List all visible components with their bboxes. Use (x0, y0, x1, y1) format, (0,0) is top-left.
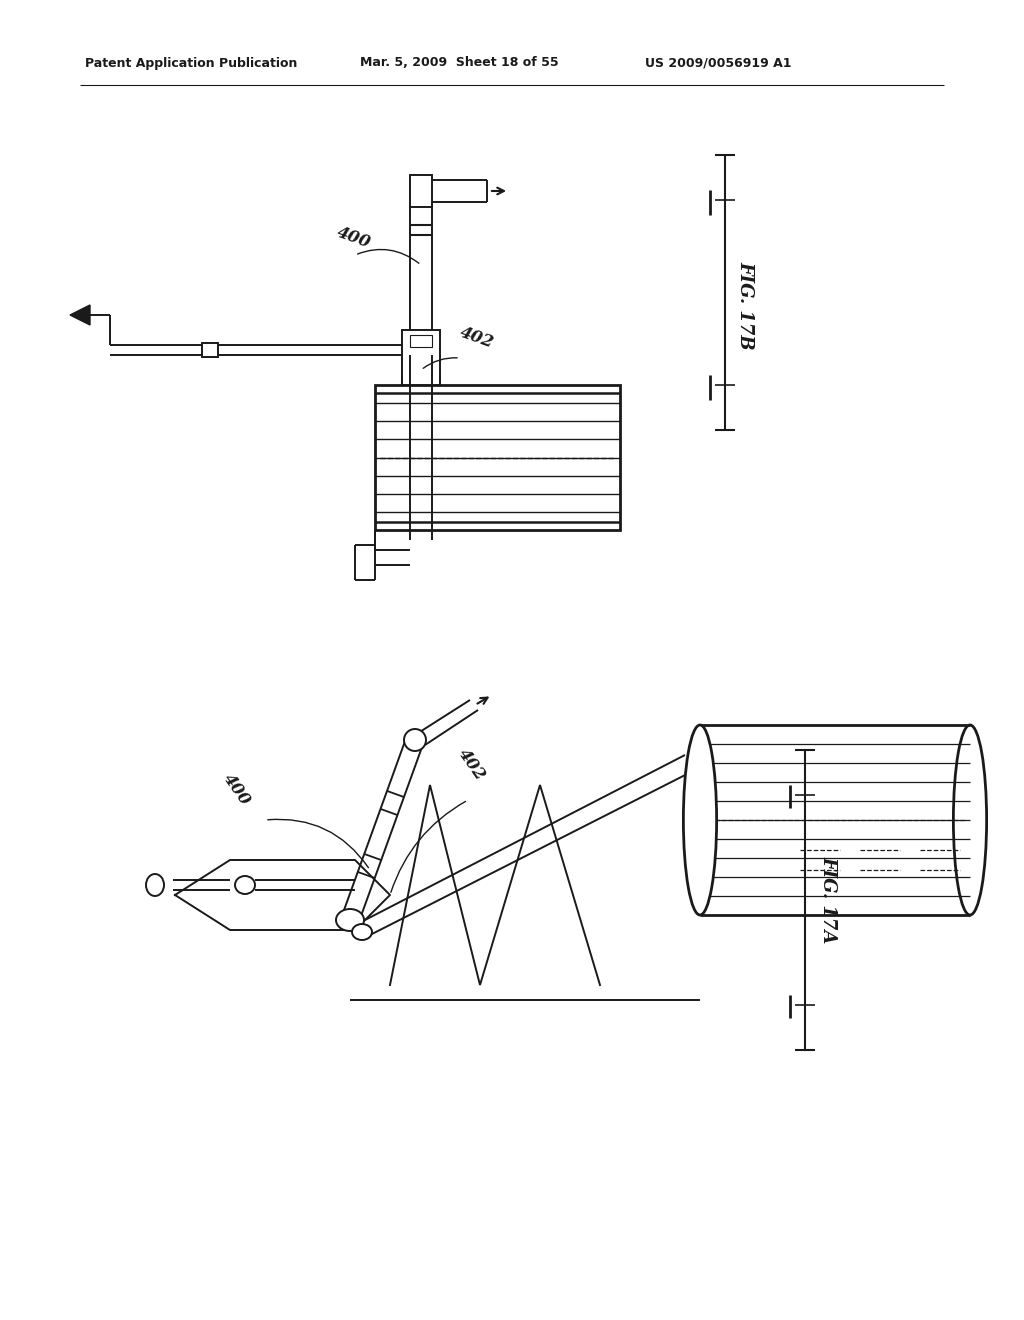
Bar (410, 176, 432, 207)
Polygon shape (70, 305, 90, 325)
Text: 402: 402 (458, 325, 497, 352)
Ellipse shape (336, 909, 364, 931)
Ellipse shape (352, 924, 372, 940)
Text: Mar. 5, 2009  Sheet 18 of 55: Mar. 5, 2009 Sheet 18 of 55 (360, 57, 559, 70)
Text: 400: 400 (335, 224, 374, 252)
Bar (375, 385, 620, 531)
Ellipse shape (404, 729, 426, 751)
Text: 402: 402 (455, 746, 488, 784)
Bar (690, 795, 712, 845)
Text: US 2009/0056919 A1: US 2009/0056919 A1 (645, 57, 792, 70)
Bar (410, 335, 432, 347)
Text: 400: 400 (220, 771, 254, 809)
Text: FIG. 17B: FIG. 17B (736, 260, 754, 350)
Ellipse shape (683, 725, 717, 915)
Bar (202, 343, 218, 356)
Text: Patent Application Publication: Patent Application Publication (85, 57, 297, 70)
Text: FIG. 17A: FIG. 17A (819, 857, 837, 944)
Bar (402, 330, 440, 385)
